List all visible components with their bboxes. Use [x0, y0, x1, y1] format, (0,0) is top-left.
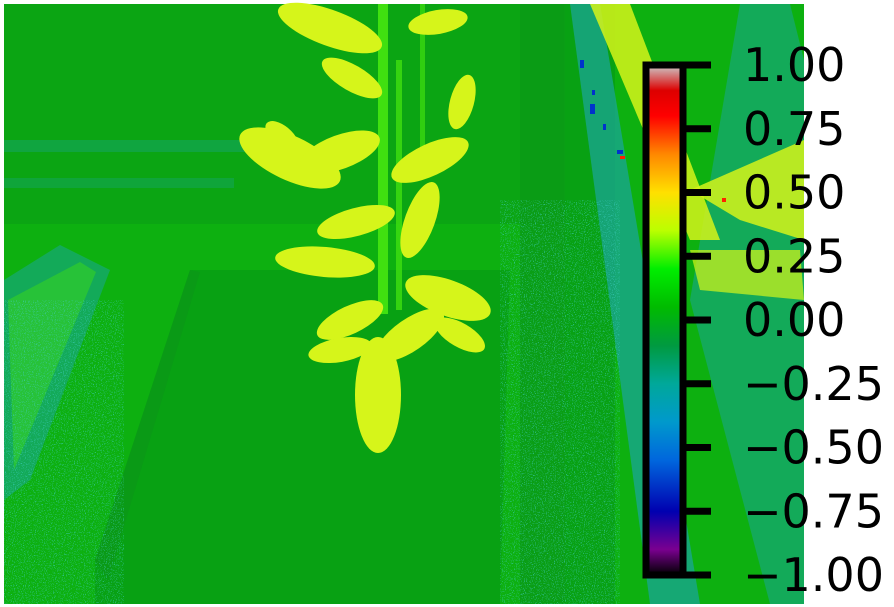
plant-stems: [378, 4, 425, 314]
colorbar-tick-label: −1.00: [743, 548, 884, 602]
colorbar-tick-label: 0.50: [743, 166, 845, 220]
colorbar-tick-label: 0.00: [743, 293, 845, 347]
speckle-left: [4, 300, 124, 604]
plant-leaves: [239, 2, 491, 453]
ledge-stripe: [4, 140, 274, 152]
rail-yellow-3: [690, 250, 804, 300]
colorbar-tick-label: −0.75: [743, 484, 884, 538]
blue-specks: [580, 60, 726, 202]
colorbar-fill: [646, 65, 683, 575]
colorbar-tick-label: −0.50: [743, 421, 884, 475]
colorbar-tick-label: 0.75: [743, 102, 845, 156]
rail-yellow-2: [690, 140, 804, 240]
colorbar-tick-label: −0.25: [743, 357, 884, 411]
ledge-stripe-2: [4, 178, 234, 188]
colorbar-tick-label: 0.25: [743, 229, 845, 283]
colorbar: 1.00 0.75 0.50 0.25 0.00 −0.25 −0.50 −0.75 −1.00: [642, 38, 884, 602]
wall-band: [4, 4, 564, 224]
colorbar-tick-label: 1.00: [743, 38, 845, 92]
speckle-right: [500, 200, 620, 604]
colorbar-ticks: 1.00 0.75 0.50 0.25 0.00 −0.25 −0.50 −0.75 −1.00: [683, 38, 884, 602]
